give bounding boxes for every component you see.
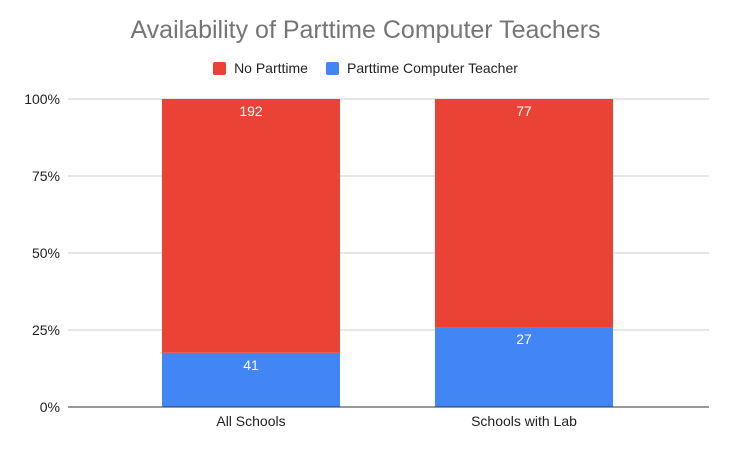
legend-item-parttime-computer-teacher: Parttime Computer Teacher xyxy=(325,60,518,76)
data-label-no-parttime: 192 xyxy=(239,103,263,119)
y-axis-tick-label: 100% xyxy=(24,91,60,107)
y-axis-tick-label: 0% xyxy=(40,399,60,415)
y-axis-tick-label: 25% xyxy=(32,322,60,338)
bar-no-parttime xyxy=(435,99,613,328)
x-axis-tick-label: All Schools xyxy=(216,413,285,429)
legend-label-no-parttime: No Parttime xyxy=(234,60,308,76)
chart-title: Availability of Parttime Computer Teache… xyxy=(130,16,601,44)
data-label-parttime-computer-teacher: 41 xyxy=(243,357,259,373)
y-axis-tick-label: 50% xyxy=(32,245,60,261)
bar-parttime-computer-teacher xyxy=(435,327,613,407)
bar-parttime-computer-teacher xyxy=(162,352,340,407)
legend-item-no-parttime: No Parttime xyxy=(213,60,308,76)
chart-legend: No Parttime Parttime Computer Teacher xyxy=(0,60,731,76)
bar-no-parttime xyxy=(162,99,340,353)
y-axis-tick-label: 75% xyxy=(32,168,60,184)
data-label-no-parttime: 77 xyxy=(516,103,532,119)
legend-swatch-parttime-computer-teacher xyxy=(325,61,339,75)
x-axis-tick-label: Schools with Lab xyxy=(471,413,577,429)
legend-label-parttime-computer-teacher: Parttime Computer Teacher xyxy=(346,60,518,76)
legend-swatch-no-parttime xyxy=(213,61,227,75)
data-label-parttime-computer-teacher: 27 xyxy=(516,331,532,347)
